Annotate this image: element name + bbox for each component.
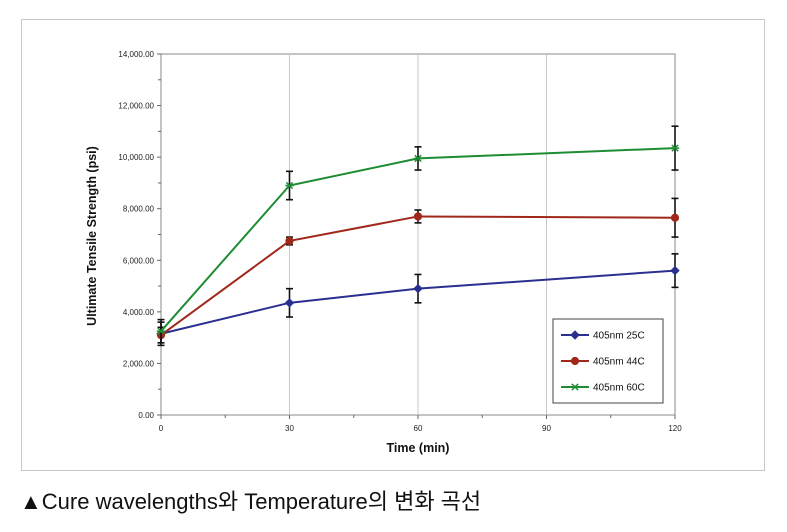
legend-entry-3: 405nm 60C [561,383,645,394]
data-point [670,144,680,152]
x-tick-label: 120 [668,424,682,433]
legend-marker [570,356,580,366]
data-point [413,212,423,221]
y-axis-label: Ultimate Tensile Strength (psi) [85,146,99,326]
marker-stroke [414,154,422,163]
data-point [156,327,166,335]
figure-caption: ▲Cure wavelengths와 Temperature의 변화 곡선 [20,489,482,514]
legend-label: 405nm 25C [593,331,645,342]
legend-label: 405nm 60C [593,383,645,394]
data-point [285,236,294,246]
y-tick-label: 4,000.00 [123,308,155,317]
data-point [285,181,294,190]
marker-stroke [285,181,294,190]
data-point [670,213,680,222]
y-tick-label: 12,000.00 [118,102,154,111]
data-point [413,154,423,163]
series-line [160,215,676,336]
data-point [284,298,295,308]
x-tick-label: 0 [159,424,164,433]
y-tick-label: 6,000.00 [123,256,155,265]
series-line [160,147,676,332]
y-tick-label: 14,000.00 [118,50,154,59]
marker-stroke [571,383,579,391]
y-tick-label: 10,000.00 [118,153,154,162]
series-line [160,269,676,335]
marker-stroke [671,144,679,152]
chart-frame: 0 30 60 90 120 0.00 2,000.00 4,000.00 6,000.00 8,… [21,19,765,471]
legend-marker [570,383,580,391]
marker-stroke [157,327,165,335]
data-point [413,283,423,294]
x-tick-label: 90 [542,424,551,433]
x-axis-label: Time (min) [387,441,450,455]
y-tick-label: 2,000.00 [123,359,155,368]
y-tick-label: 8,000.00 [123,205,155,214]
x-tick-label: 30 [285,424,294,433]
line-chart: 0 30 60 90 120 0.00 2,000.00 4,000.00 6,000.00 8,… [85,50,682,455]
legend-label: 405nm 44C [593,357,645,368]
legend-entry-2: 405nm 44C [561,357,645,368]
series-3 [156,125,680,344]
data-point [670,265,680,276]
legend-marker [570,330,580,340]
legend-entry-1: 405nm 25C [561,330,645,342]
x-tick-label: 60 [414,424,423,433]
y-tick-label: 0.00 [138,411,154,420]
series-2 [156,197,680,344]
